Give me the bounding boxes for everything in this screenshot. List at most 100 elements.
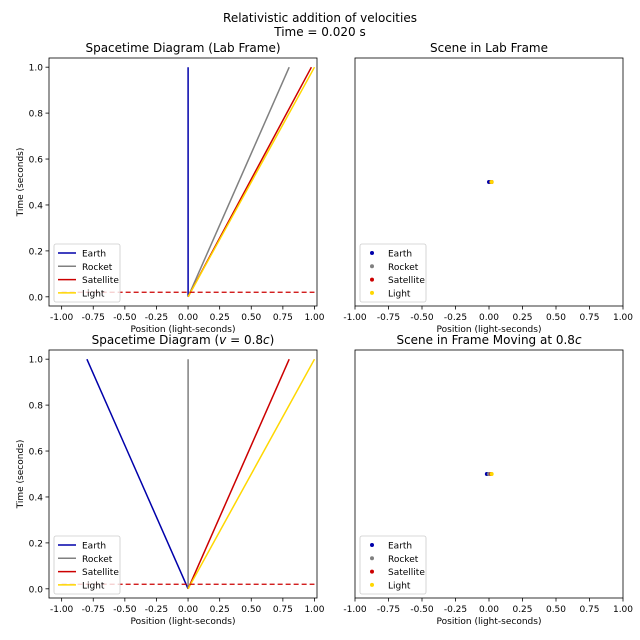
legend-label-light: Light (388, 581, 411, 591)
y-tick-label: 1.0 (29, 64, 44, 74)
legend-box (53, 243, 121, 303)
x-tick-label: 0.50 (546, 605, 566, 615)
legend-label-rocket: Rocket (82, 263, 113, 273)
legend-box (359, 243, 427, 303)
x-tick-label: -1.00 (50, 605, 74, 615)
y-tick-label: 0.6 (29, 448, 44, 458)
legend-swatch-light (370, 582, 374, 587)
y-tick-label: 0.8 (29, 402, 44, 412)
x-axis-label: Position (light-seconds) (131, 325, 236, 335)
plot-area (487, 180, 494, 184)
legend-label-rocket: Rocket (82, 555, 113, 565)
x-tick-label: 0.75 (273, 605, 293, 615)
x-tick-label: 1.00 (613, 605, 633, 615)
legend-label-satellite: Satellite (388, 568, 425, 578)
legend-label-satellite: Satellite (388, 276, 425, 286)
x-tick-label: -0.50 (113, 313, 137, 323)
series-line-rocket (187, 66, 290, 298)
legend-swatch-satellite (370, 277, 374, 282)
y-tick-label: 0.6 (29, 156, 44, 166)
figure-time-label: Time = 0.020 s (273, 25, 365, 39)
y-tick-label: 0.2 (29, 247, 43, 257)
legend-label-earth: Earth (388, 542, 412, 552)
axes-frame (48, 349, 318, 599)
x-tick-label: -0.50 (410, 313, 434, 323)
x-tick-label: 1.00 (304, 605, 324, 615)
x-tick-label: -1.00 (343, 313, 367, 323)
legend: Earth Rocket Satellite Light (359, 535, 427, 595)
legend-label-rocket: Rocket (388, 263, 419, 273)
point-light (489, 180, 494, 184)
x-tick-label: -0.25 (145, 605, 168, 615)
x-tick-label: 0.00 (178, 313, 198, 323)
legend-label-light: Light (82, 581, 105, 591)
x-axis-label: Position (light-seconds) (437, 325, 542, 335)
point-light (489, 472, 494, 476)
x-tick-label: 0.75 (579, 605, 599, 615)
x-tick-label: -0.25 (145, 313, 168, 323)
x-tick-label: 0.25 (512, 313, 532, 323)
figure-suptitle: Relativistic addition of velocities (223, 11, 417, 25)
x-tick-label: 0.00 (479, 313, 499, 323)
series-line-satellite (187, 358, 290, 590)
x-tick-label: -1.00 (50, 313, 74, 323)
x-tick-label: 0.25 (210, 313, 230, 323)
x-tick-label: 0.50 (241, 313, 261, 323)
x-tick-label: 0.50 (546, 313, 566, 323)
x-tick-label: -0.50 (410, 605, 434, 615)
legend-label-rocket: Rocket (388, 555, 419, 565)
y-tick-label: 0.4 (29, 493, 44, 503)
legend-swatch-light (370, 290, 374, 295)
panel-scene-lab: Scene in Lab Frame -1.00 -0.75 -0.50 -0.25 0… (343, 41, 633, 335)
y-tick-label: 0.4 (29, 201, 44, 211)
x-tick-label: -0.75 (377, 605, 400, 615)
x-axis-label: Position (light-seconds) (131, 617, 236, 627)
legend-label-light: Light (82, 289, 105, 299)
series-line-light (187, 358, 316, 590)
legend-swatch-rocket (370, 264, 374, 269)
x-tick-label: 0.75 (579, 313, 599, 323)
x-tick-label: -1.00 (343, 605, 367, 615)
x-tick-label: 0.50 (241, 605, 261, 615)
legend-label-earth: Earth (388, 250, 412, 260)
x-tick-label: 0.00 (178, 605, 198, 615)
legend-box (53, 535, 121, 595)
panel-spacetime-lab: Spacetime Diagram (Lab Frame) -1.00 -0.75… (16, 41, 325, 335)
y-axis-label: Time (seconds) (16, 440, 26, 510)
x-tick-label: -0.50 (113, 605, 137, 615)
legend: Earth Rocket Satellite Light (359, 243, 427, 303)
y-tick-label: 0.0 (29, 585, 44, 595)
legend-swatch-earth (370, 543, 374, 547)
legend: Earth Rocket Satellite Light (53, 535, 121, 595)
legend-swatch-rocket (370, 556, 374, 561)
x-tick-label: -0.75 (82, 313, 105, 323)
legend-label-earth: Earth (82, 542, 106, 552)
x-tick-label: -0.25 (444, 313, 467, 323)
y-tick-label: 0.0 (29, 293, 44, 303)
legend-label-earth: Earth (82, 250, 106, 260)
x-tick-label: 0.75 (273, 313, 293, 323)
y-tick-label: 0.2 (29, 539, 43, 549)
panel-title: Spacetime Diagram (Lab Frame) (85, 41, 280, 55)
x-tick-label: 0.25 (512, 605, 532, 615)
legend: Earth Rocket Satellite Light (53, 243, 121, 303)
legend-swatch-earth (370, 251, 374, 255)
x-tick-label: 1.00 (304, 313, 324, 323)
x-tick-label: 0.25 (210, 605, 230, 615)
y-tick-label: 0.8 (29, 110, 44, 120)
x-axis-label: Position (light-seconds) (437, 617, 542, 627)
axes-frame (48, 57, 318, 307)
panel-title: Scene in Lab Frame (430, 41, 548, 55)
panel-scene-moving: Scene in Frame Moving at 0.8c -1.00 -0.75… (343, 333, 633, 627)
legend-label-light: Light (388, 289, 411, 299)
legend-box (359, 535, 427, 595)
x-tick-label: -0.25 (444, 605, 467, 615)
x-tick-label: -0.75 (82, 605, 105, 615)
x-tick-label: 0.00 (479, 605, 499, 615)
panel-spacetime-moving: Spacetime Diagram (v = 0.8c) -1.00 -0.75-… (16, 333, 325, 627)
panel-title: Scene in Frame Moving at 0.8c (396, 333, 581, 347)
legend-swatch-satellite (370, 569, 374, 574)
panel-title: Spacetime Diagram (v = 0.8c) (92, 333, 275, 347)
legend-label-satellite: Satellite (82, 276, 119, 286)
